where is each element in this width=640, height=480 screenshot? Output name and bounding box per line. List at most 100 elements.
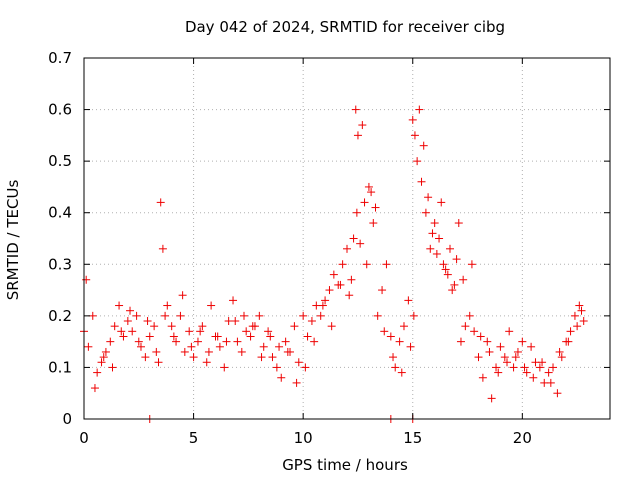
data-point [345, 291, 354, 300]
data-point [352, 208, 361, 217]
chart-title: Day 042 of 2024, SRMTID for receiver cib… [185, 18, 505, 36]
data-point [233, 337, 242, 346]
y-axis: 0 0.1 0.2 0.3 0.4 0.5 0.6 0.7 [48, 49, 610, 428]
data-point [566, 327, 575, 336]
data-point [369, 219, 378, 228]
data-point [513, 347, 522, 356]
data-point [299, 311, 308, 320]
data-point [193, 337, 202, 346]
y-tick-label: 0.7 [48, 49, 72, 67]
data-point [294, 358, 303, 367]
data-point [557, 353, 566, 362]
data-point [303, 332, 312, 341]
data-point [141, 353, 150, 362]
data-point [494, 368, 503, 377]
data-point [327, 322, 336, 331]
data-point [397, 368, 406, 377]
data-point [579, 317, 588, 326]
y-tick-label: 0.6 [48, 101, 72, 119]
data-point [220, 363, 229, 372]
data-point [358, 121, 367, 130]
data-point [351, 105, 360, 114]
data-point [277, 373, 286, 382]
data-point [474, 353, 483, 362]
data-point [356, 239, 365, 248]
data-point [231, 317, 240, 326]
data-point [97, 358, 106, 367]
data-point [90, 384, 99, 393]
data-point [101, 347, 110, 356]
x-tick-label: 0 [79, 429, 89, 447]
data-point [163, 301, 172, 310]
data-point [266, 332, 275, 341]
data-point [435, 234, 444, 243]
data-point [123, 317, 132, 326]
data-point [246, 332, 255, 341]
data-point [349, 234, 358, 243]
data-point [467, 260, 476, 269]
data-point [275, 342, 284, 351]
data-point [527, 342, 536, 351]
data-point [476, 332, 485, 341]
data-point [367, 188, 376, 197]
data-point [426, 244, 435, 253]
data-point [399, 322, 408, 331]
data-point [281, 337, 290, 346]
data-point [222, 337, 231, 346]
data-point [318, 301, 327, 310]
data-point [321, 296, 330, 305]
data-point [538, 358, 547, 367]
data-point [88, 311, 97, 320]
data-point [325, 286, 334, 295]
gridlines [84, 58, 610, 419]
data-point [353, 131, 362, 140]
data-point [546, 378, 555, 387]
data-point [310, 337, 319, 346]
data-point [529, 373, 538, 382]
data-point [307, 317, 316, 326]
data-point [428, 229, 437, 238]
data-point [439, 260, 448, 269]
data-point [189, 353, 198, 362]
data-point [257, 353, 266, 362]
data-point [272, 363, 281, 372]
data-point [237, 347, 246, 356]
data-point [150, 322, 159, 331]
data-point [126, 306, 135, 315]
data-point [465, 311, 474, 320]
data-point [99, 353, 108, 362]
plot-frame [83, 57, 611, 420]
x-tick-label: 20 [513, 429, 532, 447]
data-point [115, 301, 124, 310]
data-point [461, 322, 470, 331]
data-point [389, 353, 398, 362]
data-point [84, 342, 93, 351]
data-point [443, 270, 452, 279]
data-point [187, 342, 196, 351]
data-point [336, 280, 345, 289]
data-point [373, 311, 382, 320]
data-point [485, 347, 494, 356]
data-point [145, 332, 154, 341]
data-point [404, 296, 413, 305]
data-point [448, 286, 457, 295]
data-point [329, 270, 338, 279]
data-point [386, 332, 395, 341]
data-point [424, 193, 433, 202]
data-point [577, 306, 586, 315]
data-point [290, 322, 299, 331]
data-point [316, 311, 325, 320]
data-point [470, 327, 479, 336]
data-point [437, 198, 446, 207]
data-point [132, 311, 141, 320]
data-point [575, 301, 584, 310]
data-point [380, 327, 389, 336]
data-point [82, 275, 91, 284]
data-point [128, 327, 137, 336]
data-point [158, 244, 167, 253]
data-point [483, 337, 492, 346]
data-point [242, 327, 251, 336]
data-point [196, 327, 205, 336]
data-point [408, 115, 417, 124]
x-tick-label: 15 [403, 429, 422, 447]
